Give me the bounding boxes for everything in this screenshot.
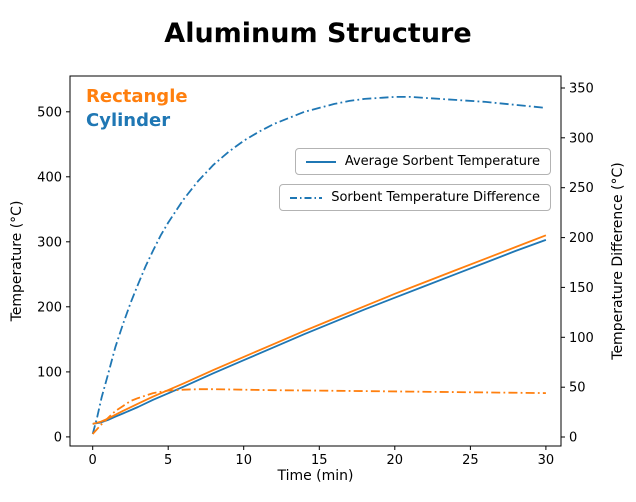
axes-spines <box>69 75 562 447</box>
x-tick-label: 25 <box>462 453 479 468</box>
y-right-tick-label: 300 <box>569 131 594 146</box>
y-right-tick-label: 350 <box>569 81 594 96</box>
y-left-tick-label: 300 <box>37 235 62 250</box>
series-line-cylinder-average-sorbent-temperature <box>92 239 547 425</box>
y-right-tick-label: 150 <box>569 281 594 296</box>
y-left-tick-label: 400 <box>37 170 62 185</box>
legend-label-average: Average Sorbent Temperature <box>344 154 540 169</box>
y-left-tick-label: 500 <box>37 105 62 120</box>
y-right-tick-label: 50 <box>569 381 586 396</box>
annotation-cylinder: Cylinder <box>86 110 171 131</box>
x-tick-label: 15 <box>311 453 328 468</box>
x-tick-label: 0 <box>89 453 97 468</box>
y-right-tick-label: 0 <box>569 431 577 446</box>
legend-average-sorbent-temperature: Average Sorbent Temperature <box>294 148 551 175</box>
chart-title: Aluminum Structure <box>164 18 472 49</box>
legend-sorbent-temperature-difference: Sorbent Temperature Difference <box>279 184 551 211</box>
x-tick-label: 5 <box>164 453 172 468</box>
x-axis-label: Time (min) <box>277 468 354 484</box>
legend-line-dashdot-icon <box>290 196 323 199</box>
y-axis-label-right: Temperature Difference (°C) <box>610 162 626 360</box>
annotation-rectangle: Rectangle <box>86 86 188 107</box>
series-line-rectangle-sorbent-temperature-difference <box>92 388 546 435</box>
series-line-rectangle-average-sorbent-temperature <box>92 234 547 425</box>
x-tick-label: 20 <box>387 453 404 468</box>
x-tick-label: 30 <box>538 453 555 468</box>
y-left-tick-label: 0 <box>54 430 62 445</box>
series-line-cylinder-sorbent-temperature-difference <box>91 96 546 435</box>
y-right-tick-label: 100 <box>569 331 594 346</box>
y-left-tick-label: 200 <box>37 300 62 315</box>
y-axis-label-left: Temperature (°C) <box>9 200 25 322</box>
x-tick-label: 10 <box>235 453 252 468</box>
y-right-tick-label: 250 <box>569 181 594 196</box>
y-left-tick-label: 100 <box>37 365 62 380</box>
legend-label-difference: Sorbent Temperature Difference <box>331 190 540 205</box>
legend-line-solid-icon <box>305 160 336 163</box>
y-right-tick-label: 200 <box>569 231 594 246</box>
